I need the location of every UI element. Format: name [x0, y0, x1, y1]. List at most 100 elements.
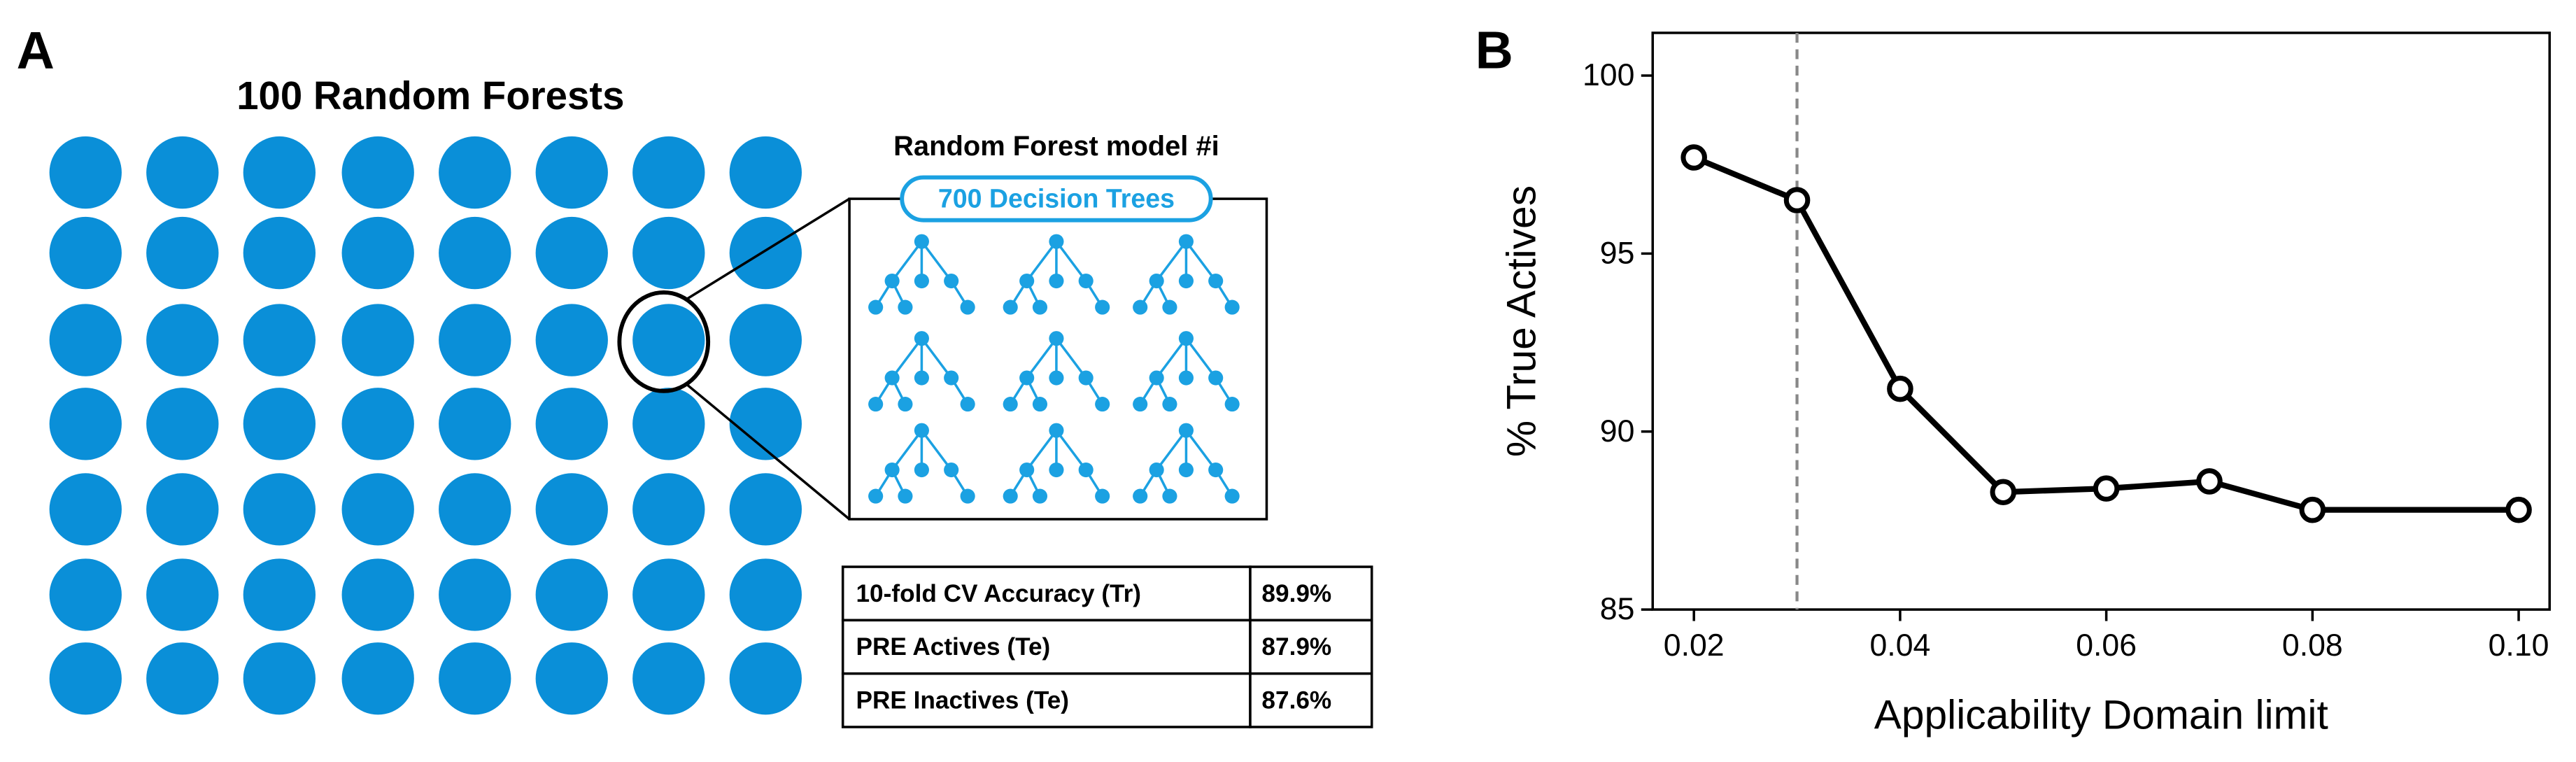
forest-dot [729, 216, 802, 290]
panel-label: B [1475, 20, 1513, 79]
tree-node [898, 299, 913, 315]
tree-node [884, 462, 900, 478]
forest-dot [729, 642, 802, 715]
forest-dot [243, 304, 316, 376]
forest-dot [49, 388, 122, 460]
x-tick-label: 0.04 [1869, 628, 1930, 663]
tree-node [1178, 423, 1194, 438]
tree-node [1149, 273, 1164, 289]
table-label: 10-fold CV Accuracy (Tr) [856, 580, 1141, 607]
forest-dot [146, 642, 219, 715]
tree-node [1162, 488, 1177, 504]
forest-dot [49, 216, 122, 290]
forest-dot [243, 216, 316, 290]
forest-dot [729, 136, 802, 209]
tree-edge [1055, 337, 1087, 379]
tree-edge [891, 241, 923, 282]
tree-icon [1133, 331, 1240, 412]
tree-node [1032, 299, 1048, 315]
table-label: PRE Actives (Te) [856, 633, 1050, 661]
table-cell [1249, 619, 1373, 675]
tree-node [898, 397, 913, 412]
tree-node [960, 488, 975, 504]
forest-dot [341, 473, 414, 546]
tree-edge [1026, 241, 1058, 282]
table-value: 87.9% [1261, 633, 1331, 661]
plot-frame [1651, 31, 2552, 611]
forest-dot [146, 473, 219, 546]
tree-node [1078, 370, 1094, 386]
table-value: 89.9% [1261, 580, 1331, 607]
panel-title: 100 Random Forests [236, 73, 624, 118]
forest-dot [632, 304, 705, 376]
tree-edge [891, 337, 923, 379]
y-tick-label: 90 [1600, 414, 1635, 449]
tree-node [1178, 370, 1194, 386]
tree-node [944, 273, 959, 289]
tree-node [1162, 397, 1177, 412]
forest-dot [632, 558, 705, 631]
tree-node [1049, 462, 1064, 478]
trees-pill [900, 175, 1213, 223]
data-point [1783, 187, 1811, 213]
model-title: Random Forest model #i [893, 131, 1219, 162]
tree-node [884, 370, 900, 386]
tree-icon [1133, 234, 1240, 315]
tree-edge [920, 337, 953, 379]
forest-dot [729, 388, 802, 460]
forest-dot [439, 473, 511, 546]
data-point [2196, 468, 2223, 495]
tree-node [1178, 462, 1194, 478]
forest-dot [535, 558, 608, 631]
tree-edge [920, 430, 953, 471]
data-point [2299, 496, 2326, 523]
forest-dot [341, 558, 414, 631]
tree-node [960, 299, 975, 315]
table-value: 87.6% [1261, 686, 1331, 714]
forest-dot [632, 388, 705, 460]
y-axis-label: % True Actives [1499, 185, 1545, 457]
tree-edge [1185, 241, 1217, 282]
table-cell [841, 672, 1252, 728]
forest-dot [146, 304, 219, 376]
panel-label: A [17, 20, 55, 79]
forest-dot [146, 136, 219, 209]
tree-icon [1003, 234, 1110, 315]
tree-node [1178, 273, 1194, 289]
tree-edge [891, 430, 923, 471]
data-line [1692, 155, 2519, 513]
forest-dot [341, 388, 414, 460]
tree-node [1032, 397, 1048, 412]
tree-node [1049, 331, 1064, 346]
forest-dot [535, 136, 608, 209]
forest-dot [243, 136, 316, 209]
zoom-line [686, 197, 851, 300]
tree-node [868, 488, 884, 504]
x-tick-label: 0.10 [2489, 628, 2549, 663]
forest-dot [535, 642, 608, 715]
tree-icon [868, 331, 975, 412]
tree-edge [1185, 337, 1217, 379]
y-tick-label: 95 [1600, 237, 1635, 271]
forest-dot [729, 473, 802, 546]
forest-dot [439, 558, 511, 631]
forest-dot [243, 642, 316, 715]
tree-node [1178, 331, 1194, 346]
tree-icon [1003, 331, 1110, 412]
forest-dot [243, 388, 316, 460]
forest-dot [49, 304, 122, 376]
forest-dot [341, 642, 414, 715]
tree-node [1003, 299, 1018, 315]
tree-icon [1003, 423, 1110, 504]
forest-dot [341, 136, 414, 209]
tree-node [1095, 397, 1110, 412]
tree-node [1208, 370, 1224, 386]
forest-dot [439, 388, 511, 460]
forest-dot [729, 304, 802, 376]
tree-node [1032, 488, 1048, 504]
data-point [2505, 496, 2532, 523]
data-point [2093, 475, 2120, 502]
forest-dot [146, 216, 219, 290]
